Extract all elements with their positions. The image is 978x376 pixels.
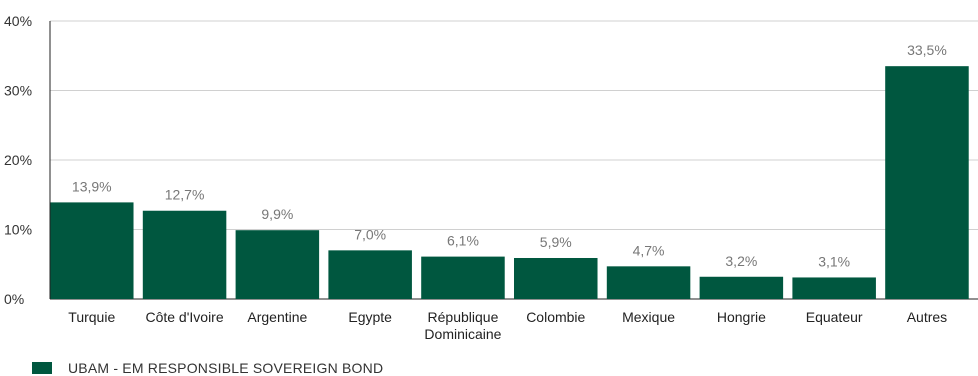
bar <box>699 276 784 299</box>
value-label: 9,9% <box>261 206 293 222</box>
category-label: Hongrie <box>717 309 766 325</box>
category-label: Turquie <box>68 309 115 325</box>
bar <box>235 230 320 299</box>
category-label: Autres <box>907 309 947 325</box>
bars <box>50 66 969 299</box>
value-label: 6,1% <box>447 233 479 249</box>
value-label: 5,9% <box>540 234 572 250</box>
legend: UBAM - EM RESPONSIBLE SOVEREIGN BOND <box>32 360 383 376</box>
y-tick-label: 30% <box>4 83 32 99</box>
category-label: Equateur <box>806 309 863 325</box>
category-label: Argentine <box>247 309 307 325</box>
y-tick-label: 40% <box>4 13 32 29</box>
y-tick-label: 10% <box>4 222 32 238</box>
bar <box>142 210 227 299</box>
bar <box>792 277 876 299</box>
category-label: Egypte <box>348 309 392 325</box>
legend-swatch-icon <box>32 362 52 374</box>
value-labels: 13,9% 12,7% 9,9% 7,0% 6,1% 5,9% 4,7% 3,2% 3,1% 33… <box>72 42 947 269</box>
category-label: République Dominicaine <box>424 309 501 342</box>
y-tick-label: 0% <box>4 291 24 307</box>
value-label: 33,5% <box>907 42 947 58</box>
value-label: 3,1% <box>818 253 850 269</box>
value-label: 3,2% <box>725 253 757 269</box>
bar <box>514 257 598 299</box>
bar <box>885 66 969 299</box>
legend-label: UBAM - EM RESPONSIBLE SOVEREIGN BOND <box>68 360 384 376</box>
bar <box>421 256 505 299</box>
value-label: 4,7% <box>633 242 665 258</box>
y-tick-label: 20% <box>4 152 32 168</box>
bar <box>328 250 412 299</box>
y-axis-ticks: 0% 10% 20% 30% 40% <box>4 13 32 307</box>
value-label: 12,7% <box>165 187 205 203</box>
bar <box>50 202 134 299</box>
value-label: 13,9% <box>72 178 112 194</box>
value-label: 7,0% <box>354 226 386 242</box>
category-label: Colombie <box>526 309 585 325</box>
bar <box>606 266 691 299</box>
x-axis-labels: Turquie Côte d'Ivoire Argentine Egypte Répub… <box>68 309 947 342</box>
category-label: Mexique <box>622 309 675 325</box>
category-label: Côte d'Ivoire <box>145 309 223 325</box>
